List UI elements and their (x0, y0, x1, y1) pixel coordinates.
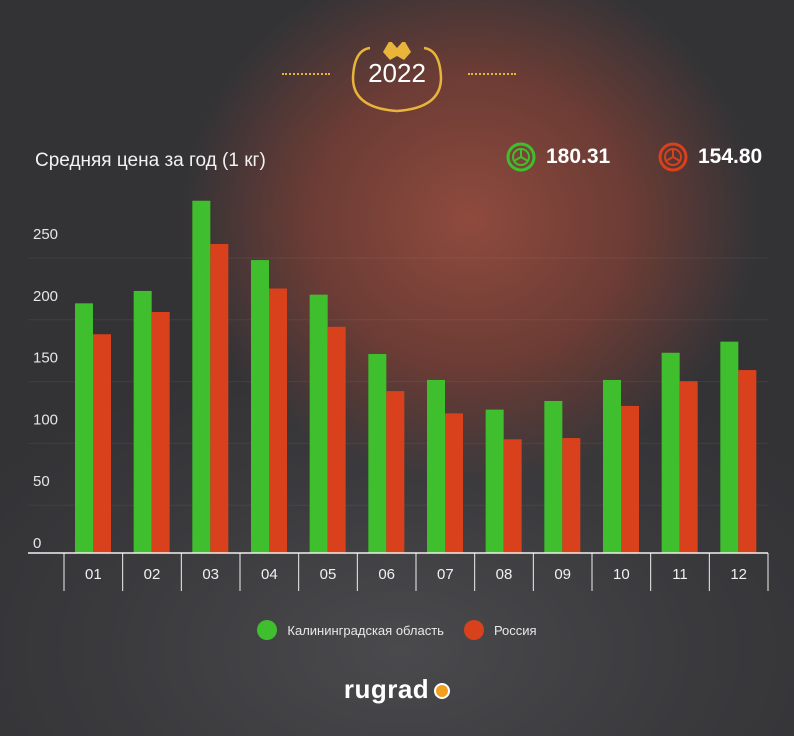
x-tick-label: 03 (202, 566, 219, 583)
x-tick-label: 07 (437, 566, 454, 583)
x-tick-label: 01 (85, 566, 102, 583)
bar-kaliningrad (368, 354, 387, 553)
legend-swatch-red (463, 620, 484, 640)
x-tick-label: 11 (672, 566, 688, 583)
avg-russia-stat: 154.80 (658, 142, 762, 172)
average-price-label: Средняя цена за год (1 кг) (35, 150, 266, 171)
dotted-line-right (468, 73, 516, 75)
bar-russia (562, 438, 581, 553)
y-tick-label: 250 (33, 226, 58, 243)
logo-dot-icon (434, 683, 451, 700)
x-tick-label: 02 (144, 566, 161, 583)
x-axis: 01 02 03 04 05 06 07 08 09 10 11 12 (28, 552, 769, 591)
y-tick-label: 150 (33, 350, 58, 367)
y-tick-label: 50 (33, 473, 50, 490)
bar-kaliningrad (661, 352, 680, 553)
bar-kaliningrad (75, 303, 93, 553)
bars (75, 200, 757, 554)
y-tick-label: 200 (33, 288, 58, 305)
x-tick-label: 06 (378, 566, 395, 583)
avg-russia-value: 154.80 (698, 145, 763, 168)
x-tick-label: 05 (320, 566, 337, 583)
bar-kaliningrad (544, 400, 563, 553)
bar-russia (679, 381, 698, 553)
bar-russia (386, 391, 405, 553)
x-tick-label: 04 (261, 566, 278, 583)
legend-label-russia: Россия (493, 622, 537, 638)
bar-russia (445, 413, 463, 553)
bar-russia (93, 334, 111, 553)
tomato-badge-icon (351, 42, 443, 113)
bar-russia (503, 439, 522, 553)
year-label: 2022 (368, 58, 426, 88)
bar-kaliningrad (309, 294, 328, 553)
x-tick-label: 10 (613, 566, 630, 583)
y-tick-label: 100 (33, 411, 58, 428)
bar-kaliningrad (192, 200, 211, 554)
legend-label-kaliningrad: Калининградская область (287, 622, 444, 638)
legend-item-russia: Россия (463, 620, 537, 640)
bar-russia (210, 244, 229, 553)
y-tick-label: 0 (33, 535, 41, 552)
rugrad-logo: rugrad (0, 674, 794, 705)
green-tomato-slice-icon (506, 142, 536, 172)
bar-russia (151, 311, 170, 553)
bar-kaliningrad (603, 379, 621, 553)
x-tick-label: 12 (730, 566, 747, 583)
bar-kaliningrad (485, 409, 504, 553)
bar-russia (327, 326, 346, 553)
dotted-line-left (282, 73, 330, 75)
bar-russia (269, 288, 287, 553)
avg-kaliningrad-value: 180.31 (546, 145, 611, 168)
red-tomato-slice-icon (658, 142, 688, 172)
x-tick-label: 09 (554, 566, 571, 583)
bar-kaliningrad (251, 260, 269, 553)
logo-text: rugrad (343, 674, 430, 704)
legend-item-kaliningrad: Калининградская область (257, 620, 444, 640)
x-tick-label: 08 (496, 566, 513, 583)
bar-russia (738, 370, 757, 553)
legend-swatch-green (257, 620, 278, 640)
avg-kaliningrad-stat: 180.31 (506, 142, 610, 172)
y-axis-ticks: 0 50 100 150 200 250 (33, 226, 58, 552)
bar-kaliningrad (427, 379, 445, 553)
bar-kaliningrad (133, 290, 152, 553)
bar-russia (621, 405, 639, 553)
chart-legend: Калининградская область Россия (0, 620, 794, 640)
bar-kaliningrad (720, 341, 739, 553)
